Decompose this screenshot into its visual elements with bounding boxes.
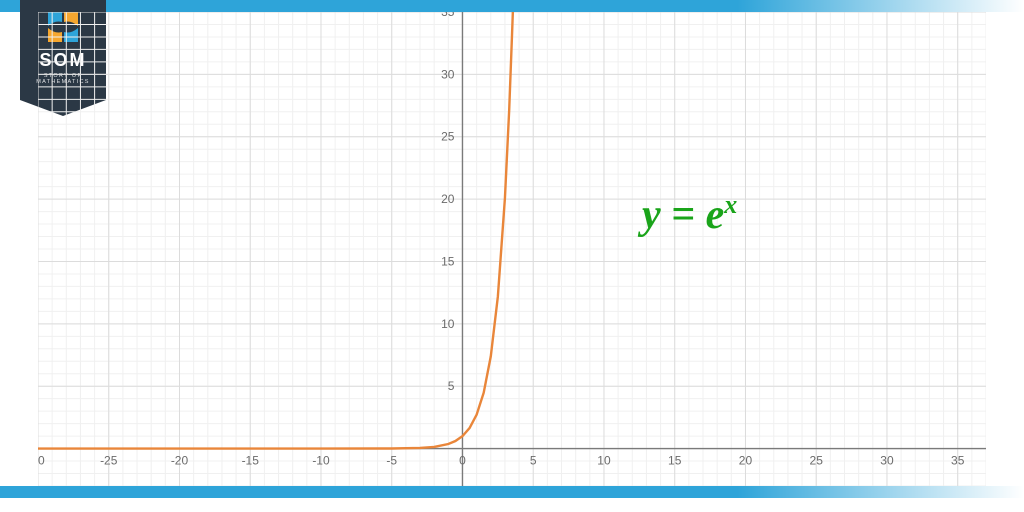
- x-tick-label: 5: [530, 454, 537, 468]
- top-accent-bar: [0, 0, 1024, 12]
- equation-exponent: x: [724, 190, 737, 219]
- x-tick-label: 25: [810, 454, 824, 468]
- y-tick-label: 5: [448, 379, 455, 393]
- x-tick-label: -15: [242, 454, 260, 468]
- x-tick-label: 20: [739, 454, 753, 468]
- x-tick-label: -25: [100, 454, 118, 468]
- y-tick-label: 20: [441, 192, 455, 206]
- x-tick-label: 10: [597, 454, 611, 468]
- equation-base: y = e: [642, 192, 724, 238]
- x-tick-label: -5: [386, 454, 397, 468]
- y-tick-label: 10: [441, 317, 455, 331]
- y-tick-label: 35: [441, 12, 455, 19]
- x-tick-label: -10: [312, 454, 330, 468]
- x-tick-label: 30: [880, 454, 894, 468]
- bottom-accent-bar: [0, 486, 1024, 498]
- x-tick-label: 15: [668, 454, 682, 468]
- exponential-chart: 30 -25 -20 -15 -10 -5 0 5 10 15 20 25 30 35 5 10 15 20 25 3…: [38, 12, 986, 486]
- equation-label: y = ex: [642, 190, 737, 239]
- x-tick-label: 30: [38, 454, 45, 468]
- x-tick-label: 0: [459, 454, 466, 468]
- x-tick-label: -20: [171, 454, 189, 468]
- y-tick-label: 15: [441, 254, 455, 268]
- y-tick-label: 30: [441, 67, 455, 81]
- plot-area: 30 -25 -20 -15 -10 -5 0 5 10 15 20 25 30 35 5 10 15 20 25 3…: [38, 12, 986, 486]
- figure-frame: SOM STORY OF MATHEMATICS 30-25-20-15-10-…: [0, 0, 1024, 512]
- x-tick-label: 35: [951, 454, 965, 468]
- y-tick-label: 25: [441, 130, 455, 144]
